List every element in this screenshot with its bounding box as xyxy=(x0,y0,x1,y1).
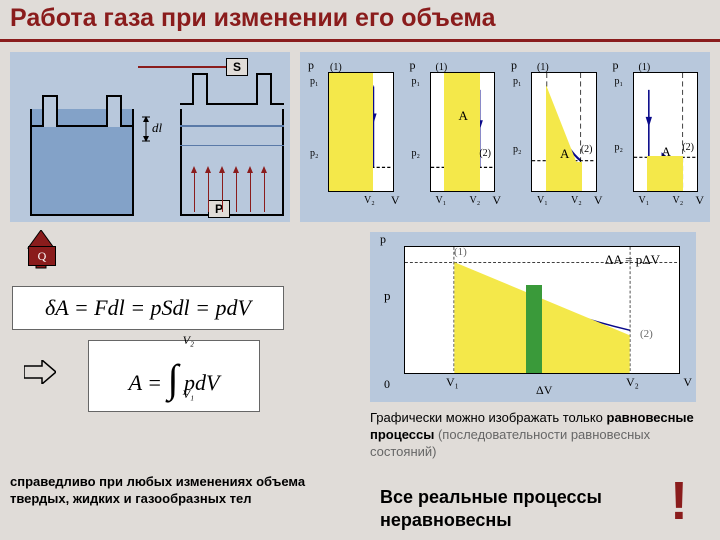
implies-arrow-icon xyxy=(24,360,56,384)
graphical-note: Графически можно изображать только равно… xyxy=(370,410,700,461)
pv-chart-2: A p V p₁ p₂ V₁ V₂ (1) (2) xyxy=(507,56,605,218)
pv-work-chart: p V 0 p V₁ V₂ ΔV (1) (2) ΔA = pΔV xyxy=(370,232,696,402)
pv-chart-1: A p V p₁ p₂ V₁ V₂ (1) (2) xyxy=(406,56,504,218)
formula-integral-work: A = ∫ V₂ V₁ pdV xyxy=(88,340,260,412)
page-title: Работа газа при изменении его объема xyxy=(10,4,496,32)
dl-label: dl xyxy=(152,120,162,136)
formula-differential-work: δA = Fdl = pSdl = pdV xyxy=(12,286,284,330)
pressure-arrows xyxy=(184,162,276,212)
pv-chart-0: p V p₁ p₂ (1) V₂ xyxy=(304,56,402,218)
displacement-arrow xyxy=(138,66,238,68)
validity-note: справедливо при любых изменениях объема … xyxy=(10,474,310,508)
piston-diagram: S dl P xyxy=(10,52,290,222)
pv-chart-3: A p V p₁ p₂ V₁ V₂ (1) (2) xyxy=(609,56,707,218)
real-processes-note: Все реальные процессы неравновесны xyxy=(380,486,640,533)
heat-label: Q xyxy=(28,246,56,266)
area-label: S xyxy=(226,58,248,76)
pv-charts-row: p V p₁ p₂ (1) V₂ A p V p₁ p₂ V₁ V₂ (1) (… xyxy=(300,52,710,222)
exclamation-icon: ! xyxy=(670,470,688,532)
